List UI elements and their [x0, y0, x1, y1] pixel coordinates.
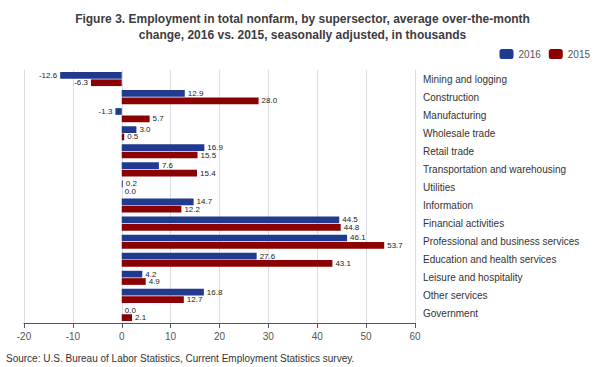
svg-text:15.5: 15.5 [201, 151, 217, 160]
svg-text:Transportation and warehousing: Transportation and warehousing [423, 164, 566, 175]
svg-text:Utilities: Utilities [423, 182, 455, 193]
svg-text:-20: -20 [17, 331, 32, 342]
svg-text:Government: Government [423, 308, 478, 319]
svg-text:Financial activities: Financial activities [423, 218, 504, 229]
svg-text:60: 60 [409, 331, 421, 342]
svg-text:40: 40 [312, 331, 324, 342]
svg-text:Information: Information [423, 200, 473, 211]
svg-text:16.8: 16.8 [207, 288, 223, 297]
svg-text:30: 30 [263, 331, 275, 342]
svg-text:0.5: 0.5 [127, 132, 139, 141]
svg-text:43.1: 43.1 [335, 259, 351, 268]
svg-text:44.8: 44.8 [344, 223, 360, 232]
svg-text:16.9: 16.9 [207, 143, 223, 153]
svg-text:Other services: Other services [423, 290, 487, 301]
svg-text:3.0: 3.0 [139, 125, 151, 134]
svg-text:-6.3: -6.3 [74, 78, 88, 87]
svg-text:50: 50 [361, 331, 373, 342]
svg-text:2016: 2016 [519, 49, 542, 60]
svg-text:4.9: 4.9 [149, 277, 161, 286]
svg-text:15.4: 15.4 [200, 169, 216, 178]
svg-text:14.7: 14.7 [196, 197, 213, 207]
svg-text:Mining and logging: Mining and logging [423, 74, 507, 85]
svg-text:46.1: 46.1 [350, 233, 366, 242]
svg-text:4.2: 4.2 [145, 269, 157, 279]
svg-text:0: 0 [119, 331, 125, 342]
svg-text:-10: -10 [66, 331, 81, 342]
svg-text:10: 10 [165, 331, 177, 342]
svg-text:Retail trade: Retail trade [423, 146, 475, 157]
svg-text:12.7: 12.7 [187, 295, 203, 304]
svg-text:Education and health services: Education and health services [423, 254, 556, 265]
svg-text:0.0: 0.0 [124, 305, 136, 315]
svg-text:Figure 3. Employment in total: Figure 3. Employment in total nonfarm, b… [75, 12, 530, 26]
svg-text:12.2: 12.2 [184, 205, 200, 214]
svg-text:28.0: 28.0 [262, 96, 278, 105]
svg-text:change, 2016 vs. 2015, seasona: change, 2016 vs. 2015, seasonally adjust… [139, 28, 467, 42]
svg-text:Wholesale trade: Wholesale trade [423, 128, 496, 139]
svg-text:-1.3: -1.3 [99, 107, 113, 116]
svg-text:7.6: 7.6 [162, 161, 174, 170]
svg-text:Leisure and hospitality: Leisure and hospitality [423, 272, 523, 283]
svg-text:0.2: 0.2 [125, 179, 137, 189]
svg-text:2015: 2015 [568, 49, 591, 60]
svg-text:5.7: 5.7 [153, 114, 165, 123]
svg-text:20: 20 [214, 331, 226, 342]
svg-text:0.0: 0.0 [125, 187, 137, 196]
svg-text:2.1: 2.1 [135, 313, 147, 322]
svg-text:-12.6: -12.6 [39, 71, 58, 80]
svg-text:Construction: Construction [423, 92, 479, 103]
svg-text:44.5: 44.5 [342, 215, 358, 225]
svg-text:Manufacturing: Manufacturing [423, 110, 486, 121]
svg-text:12.9: 12.9 [188, 89, 204, 98]
svg-text:Professional and business serv: Professional and business services [423, 236, 579, 247]
svg-text:Source: U.S. Bureau of Labor S: Source: U.S. Bureau of Labor Statistics,… [6, 353, 354, 364]
svg-text:53.7: 53.7 [387, 241, 403, 250]
svg-text:27.6: 27.6 [260, 252, 276, 261]
